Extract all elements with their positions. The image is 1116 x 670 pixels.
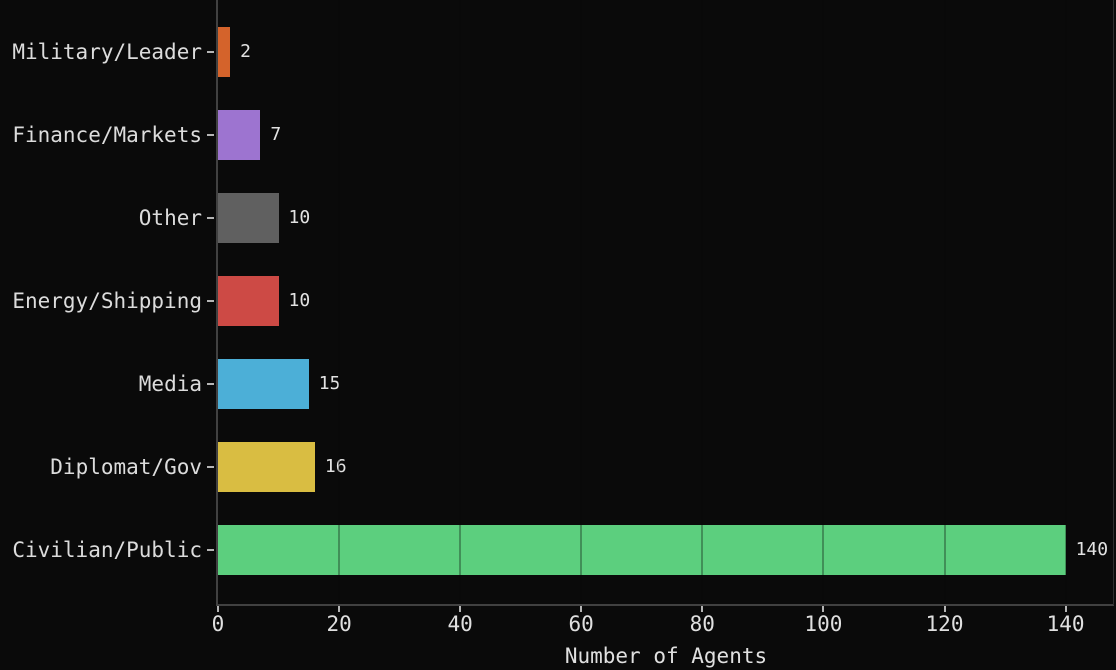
x-tick-label: 60 xyxy=(568,612,594,636)
value-label: 2 xyxy=(240,41,251,62)
x-tick-mark xyxy=(822,606,825,612)
value-label: 140 xyxy=(1075,539,1109,560)
gridline xyxy=(1064,0,1067,604)
category-label: Civilian/Public xyxy=(12,538,202,562)
x-tick-mark xyxy=(459,606,462,612)
x-axis-spine xyxy=(216,604,1114,606)
gridline xyxy=(701,0,704,604)
right-spine xyxy=(1113,0,1114,605)
x-tick-mark xyxy=(217,606,219,612)
gridline xyxy=(338,0,341,604)
gridline xyxy=(459,0,462,604)
y-tick-mark xyxy=(207,466,214,468)
category-label: Military/Leader xyxy=(12,40,202,64)
value-label: 10 xyxy=(288,290,311,311)
x-tick-label: 140 xyxy=(1046,612,1085,636)
x-tick-mark xyxy=(701,606,704,612)
value-label: 10 xyxy=(288,207,311,228)
bar xyxy=(218,525,1066,575)
value-label: 7 xyxy=(270,124,282,145)
value-label: 16 xyxy=(324,456,347,477)
y-tick-mark xyxy=(207,383,214,385)
x-tick-mark xyxy=(943,606,946,612)
x-tick-label: 100 xyxy=(804,612,843,636)
category-label: Energy/Shipping xyxy=(12,289,202,313)
x-tick-label: 120 xyxy=(925,612,964,636)
bar xyxy=(218,442,315,492)
bar xyxy=(218,27,231,77)
x-tick-label: 0 xyxy=(211,612,225,636)
x-axis-title: Number of Agents xyxy=(564,644,768,668)
y-tick-mark xyxy=(207,51,214,53)
y-tick-mark xyxy=(207,549,214,551)
category-label: Finance/Markets xyxy=(12,123,202,147)
y-tick-mark xyxy=(207,217,214,219)
bar xyxy=(218,359,309,409)
y-tick-mark xyxy=(207,134,214,136)
gridline xyxy=(943,0,946,604)
y-tick-mark xyxy=(207,300,214,302)
bar xyxy=(218,276,279,326)
x-tick-label: 40 xyxy=(447,612,473,636)
x-tick-mark xyxy=(338,606,341,612)
x-tick-mark xyxy=(580,606,583,612)
category-label: Media xyxy=(138,372,202,396)
x-tick-mark xyxy=(1064,606,1067,612)
gridline xyxy=(580,0,583,604)
category-label: Diplomat/Gov xyxy=(50,455,202,479)
bar xyxy=(218,193,279,243)
gridline xyxy=(822,0,825,604)
bar xyxy=(218,110,261,160)
y-axis-spine xyxy=(216,0,218,605)
x-tick-label: 80 xyxy=(689,612,715,636)
category-label: Other xyxy=(138,206,202,230)
x-tick-label: 20 xyxy=(326,612,352,636)
value-label: 15 xyxy=(318,373,341,394)
